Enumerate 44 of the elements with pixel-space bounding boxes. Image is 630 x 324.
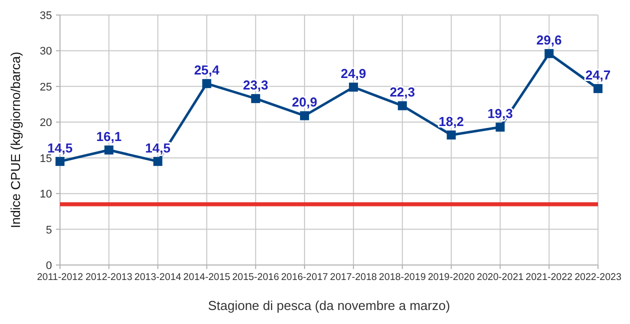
y-tick-label: 10: [40, 188, 52, 201]
data-label: 23,3: [242, 78, 268, 93]
point: [446, 130, 456, 140]
data-label: 29,6: [536, 32, 562, 48]
point: [496, 122, 505, 132]
data-label: 24,9: [340, 66, 366, 82]
point: [594, 84, 602, 94]
point: [56, 156, 64, 166]
point: [348, 82, 358, 92]
point: [202, 79, 212, 88]
point: [300, 111, 310, 120]
point: [251, 94, 260, 104]
x-tick-label: 2012-2013: [85, 272, 133, 283]
y-tick-label: 25: [40, 81, 52, 94]
data-label: 16,1: [96, 129, 122, 144]
x-tick-label: 2019-2020: [428, 272, 476, 283]
x-tick-label: 2022-2023: [574, 272, 622, 283]
x-tick-label: 2015-2016: [232, 272, 280, 283]
y-tick-label: 30: [40, 46, 52, 58]
x-tick-label: 2021-2022: [526, 272, 573, 283]
y-tick-label: 5: [46, 224, 52, 236]
x-tick-label: 2018-2019: [378, 272, 426, 283]
y-axis-title: Indice CPUE (kg/giorno/barca): [8, 52, 23, 228]
data-label: 25,4: [194, 62, 220, 78]
x-tick-label: 2014-2015: [183, 272, 231, 283]
y-tick-label: 15: [40, 152, 52, 165]
y-tick-label: 0: [46, 260, 52, 272]
point: [544, 49, 554, 58]
point: [104, 146, 114, 154]
data-label: 20,9: [292, 94, 318, 110]
x-tick-label: 2020-2021: [476, 272, 524, 283]
data-label: 14,5: [47, 140, 73, 156]
x-axis-title: Stagione di pesca (da novembre a marzo): [208, 298, 450, 313]
data-label: 24,7: [585, 68, 611, 83]
x-tick-label: 2013-2014: [134, 272, 182, 283]
point: [153, 156, 162, 166]
x-tick-label: 2011-2012: [36, 272, 84, 283]
data-label: 22,3: [390, 84, 416, 100]
point: [398, 101, 407, 110]
x-tick-label: 2016-2017: [281, 272, 328, 283]
data-label: 18,2: [438, 114, 464, 129]
y-tick-label: 35: [40, 10, 52, 22]
x-tick-label: 2017-2018: [330, 272, 378, 283]
y-tick-label: 20: [40, 117, 52, 130]
